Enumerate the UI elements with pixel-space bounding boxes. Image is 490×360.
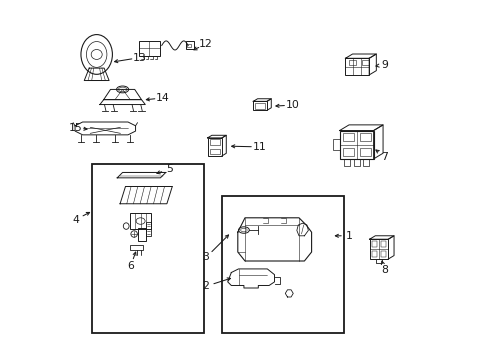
Bar xyxy=(333,139,340,150)
Bar xyxy=(360,148,371,156)
Bar xyxy=(354,159,360,166)
Bar xyxy=(210,139,220,145)
Bar xyxy=(130,213,151,229)
Bar xyxy=(363,159,369,166)
Text: 10: 10 xyxy=(286,100,299,110)
Bar xyxy=(381,241,386,247)
Bar xyxy=(208,138,222,156)
Bar xyxy=(210,149,220,154)
Text: 14: 14 xyxy=(156,93,170,103)
Text: 11: 11 xyxy=(252,142,266,152)
Bar xyxy=(345,58,369,75)
Bar xyxy=(344,159,350,166)
Text: 2: 2 xyxy=(203,281,210,291)
Bar xyxy=(369,239,388,259)
Bar xyxy=(92,164,204,333)
Text: 6: 6 xyxy=(127,261,134,271)
Bar xyxy=(372,241,377,247)
Bar xyxy=(255,103,265,109)
Text: 9: 9 xyxy=(381,60,388,70)
Text: 8: 8 xyxy=(381,265,388,275)
Text: 13: 13 xyxy=(133,53,147,63)
Bar xyxy=(147,222,151,236)
Bar xyxy=(362,60,369,65)
Text: 12: 12 xyxy=(199,39,213,49)
Bar xyxy=(221,196,344,333)
Text: 7: 7 xyxy=(381,152,388,162)
Text: 5: 5 xyxy=(166,164,173,174)
Bar xyxy=(348,60,356,65)
Bar xyxy=(340,131,373,159)
Bar xyxy=(372,251,377,257)
Bar xyxy=(343,148,354,156)
Bar xyxy=(186,41,194,49)
Bar xyxy=(130,245,144,250)
Text: 1: 1 xyxy=(346,231,353,241)
Text: 15: 15 xyxy=(69,123,83,133)
Ellipse shape xyxy=(136,218,145,224)
Text: 4: 4 xyxy=(73,215,79,225)
Bar xyxy=(343,133,354,141)
Bar xyxy=(139,41,160,56)
Bar xyxy=(253,101,267,110)
Text: 3: 3 xyxy=(203,252,210,262)
Bar xyxy=(188,44,191,48)
Bar xyxy=(360,133,371,141)
Bar xyxy=(381,251,386,257)
Bar xyxy=(138,228,146,241)
